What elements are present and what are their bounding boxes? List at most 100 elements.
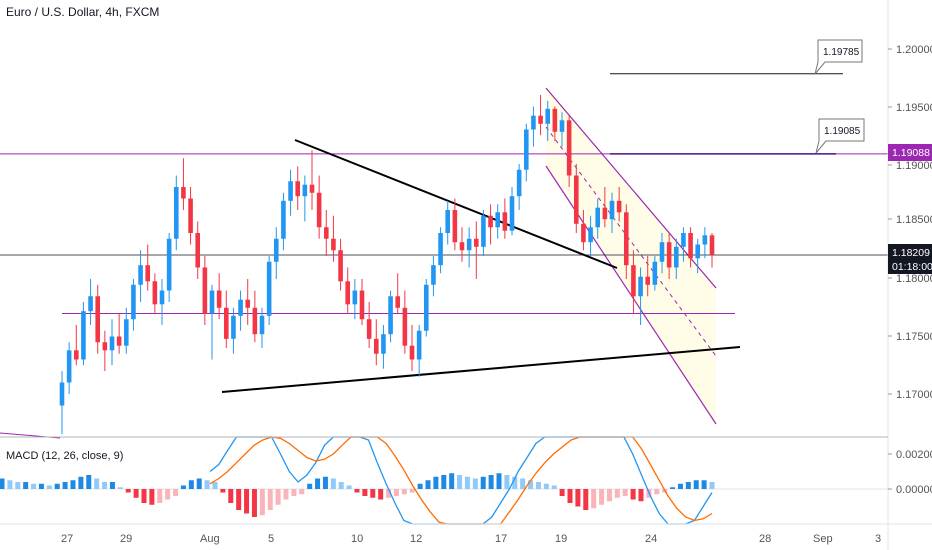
macd-histogram-bar [23,482,29,489]
candle-body [123,319,129,346]
candle-body [431,265,436,285]
candle-body [509,196,515,231]
candle-body [609,200,615,220]
candle-body [109,336,115,351]
macd-histogram-bar [559,489,565,496]
macd-histogram-bar [386,489,392,498]
time-tick-label: Aug [200,533,220,545]
macd-histogram-bar [670,487,676,489]
current-price-bg [888,244,932,274]
callout-text: 1.19785 [823,47,860,58]
macd-histogram-bar [196,478,202,489]
macd-histogram-bar [7,480,13,489]
candle-body [223,307,229,339]
macd-tick-label: 0.00200 [896,449,932,461]
candle-body [502,212,508,231]
price-callout[interactable]: 1.19785 [814,39,863,75]
macd-label: MACD (12, 26, close, 9) [6,450,123,462]
macd-histogram-bar [141,489,147,503]
candle-body [345,281,351,305]
macd-histogram-bar [370,489,376,498]
macd-histogram-bar [354,489,360,493]
level-price-tag[interactable]: 1.19088 [888,144,932,161]
time-tick-label: 10 [351,533,363,545]
price-tick-label: 1.19000 [896,160,932,172]
candle-body [202,267,208,314]
candle-body [366,319,372,339]
macd-tick-label: 0.00000 [896,484,932,496]
trendlines[interactable] [221,139,741,393]
current-price-tag[interactable]: 1.18209 01:18:00 [888,244,932,274]
time-tick-label: 28 [759,533,771,545]
candle-body [452,210,458,243]
candle-body [145,265,151,282]
candle-body [288,181,293,201]
candle-body [488,215,493,228]
macd-histogram-bar [441,475,447,489]
candle-body [81,311,86,360]
candle-body [281,200,286,239]
macd-histogram-bar [638,489,644,502]
candle-body [188,198,193,233]
candle-body [373,338,379,354]
macd-histogram-bar [504,475,510,489]
macd-histogram-bar [86,475,92,489]
time-tick-label: Sep [813,533,833,545]
macd-histogram-bar [449,473,455,489]
candle-body [302,184,308,197]
macd-histogram-bar [409,489,415,493]
candle-body [166,238,172,291]
time-tick-label: 24 [645,533,657,545]
macd-histogram-bar [606,489,612,502]
candle-body [252,307,258,335]
candle-body [559,120,565,132]
ascending-trendline [221,346,741,393]
candle-body [538,115,543,124]
macd-histogram-bar [149,489,155,505]
macd-histogram-bar [46,485,52,489]
price-tick-label: 1.18000 [896,273,932,285]
macd-histogram-bar [701,480,707,489]
macd-histogram-bar [244,489,250,514]
macd-histogram-bar [204,480,210,489]
macd-histogram-bar [622,489,628,496]
macd-histogram-bar [567,489,573,503]
macd-histogram-bar [378,489,384,500]
macd-histogram-bar [188,480,194,489]
candle-body [695,244,701,259]
time-tick-label: 3 [875,533,881,545]
candle-body [581,223,586,243]
candle-body [495,212,501,228]
macd-histogram-bar [417,483,423,489]
candle-body [459,242,465,251]
macd-histogram-bar [109,482,115,489]
candle-body [445,210,451,233]
macd-histogram-bar [38,483,44,489]
macd-histogram-bar [283,489,289,500]
macd-histogram-bar [654,489,660,495]
candle-body [352,290,358,305]
descending-trendline [294,139,618,269]
candle-body [173,187,179,239]
candle-body [523,129,529,170]
macd-histogram-bar [54,483,60,489]
macd-histogram-bar [322,476,328,489]
candle-body [88,296,93,312]
macd-histogram-bar [125,489,131,493]
price-tick-label: 1.20000 [896,44,932,56]
candle-body [702,235,708,245]
candle-body [259,315,265,335]
candle-body [95,296,101,343]
price-tick-label: 1.19500 [896,102,932,114]
candle-body [309,184,315,193]
candle-body [466,238,472,251]
candle-body [338,250,343,282]
candle-body [516,169,522,197]
callout-text: 1.19085 [824,126,861,137]
candle-body [473,238,479,247]
chart-title: Euro / U.S. Dollar, 4h, FXCM [6,5,159,19]
price-callout[interactable]: 1.19085 [815,118,865,154]
